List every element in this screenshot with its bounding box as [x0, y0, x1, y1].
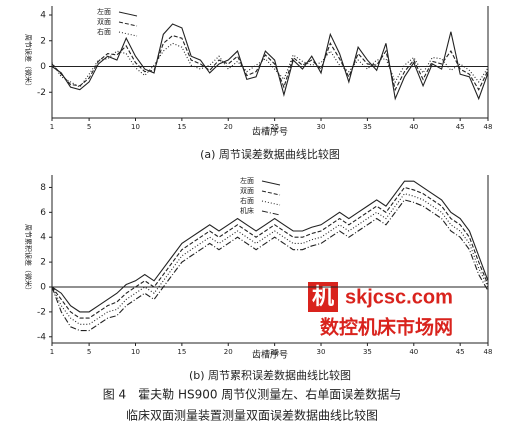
series-line: [51, 193, 489, 325]
legend-label: 双面: [240, 187, 254, 195]
x-tick-label: 20: [224, 348, 233, 356]
x-tick-label: 10: [131, 348, 140, 356]
y-tick-label: 4: [40, 11, 46, 21]
x-tick-label: 25: [270, 123, 279, 131]
y-axis-label: 周节累积误差（微米）: [24, 224, 33, 294]
y-tick-label: -2: [37, 307, 46, 317]
watermark-name: 数控机床市场网: [320, 316, 453, 339]
legend-line: [261, 180, 281, 186]
x-tick-label: 48: [484, 123, 493, 131]
legend-label: 右面: [240, 196, 254, 205]
x-tick-label: 5: [87, 348, 91, 356]
legend-label: 左面: [240, 176, 254, 185]
figure-caption: 临床双面测量装置测量双面误差数据曲线比较图: [126, 408, 378, 423]
series-line: [51, 180, 489, 313]
legend-line: [261, 210, 281, 216]
y-tick-label: 0: [40, 283, 46, 293]
x-tick-label: 15: [177, 123, 186, 131]
y-axis-label: 周节误差（微米）: [24, 34, 33, 90]
series-line: [51, 199, 489, 332]
x-tick-label: 30: [317, 123, 326, 131]
x-tick-label: 1: [50, 348, 54, 356]
legend-line: [261, 200, 281, 206]
legend-line: [118, 21, 138, 27]
legend-label: 双面: [97, 18, 111, 26]
y-tick-label: 6: [40, 208, 46, 218]
x-axis-label: 齿槽序号: [252, 349, 288, 361]
y-tick-label: 8: [40, 183, 46, 193]
x-tick-label: 1: [50, 123, 54, 131]
watermark-site: skjcsc.com: [345, 286, 453, 308]
x-tick-label: 45: [456, 348, 465, 356]
x-tick-label: 30: [317, 348, 326, 356]
y-tick-label: -2: [37, 88, 46, 98]
x-tick-label: 25: [270, 348, 279, 356]
chart-title: (b) 周节累积误差数据曲线比较图: [189, 368, 351, 382]
x-tick-label: 35: [363, 348, 372, 356]
legend-label: 机床: [240, 206, 254, 215]
legend-line: [118, 11, 138, 17]
x-tick-label: 48: [484, 348, 493, 356]
y-tick-label: -4: [37, 332, 46, 342]
x-tick-label: 40: [409, 123, 418, 131]
watermark-logo: 机: [312, 285, 334, 310]
legend-line: [261, 190, 281, 196]
y-tick-label: 2: [40, 258, 46, 268]
figure-caption: 图 4 霍夫勒 HS900 周节仪测量左、右单面误差数据与: [103, 387, 402, 402]
x-tick-label: 45: [456, 123, 465, 131]
series-line: [51, 35, 489, 92]
x-tick-label: 20: [224, 123, 233, 131]
legend-line: [118, 31, 138, 37]
series-line: [51, 23, 489, 101]
x-tick-label: 5: [87, 123, 91, 131]
series-line: [51, 186, 489, 319]
legend-label: 左面: [97, 7, 111, 16]
x-axis-label: 齿槽序号: [252, 126, 288, 138]
legend-label: 右面: [97, 27, 111, 36]
series-line: [51, 42, 489, 88]
y-tick-label: 0: [40, 62, 46, 72]
x-tick-label: 10: [131, 123, 140, 131]
x-tick-label: 40: [409, 348, 418, 356]
chart-title: (a) 周节误差数据曲线比较图: [200, 147, 340, 161]
x-tick-label: 15: [177, 348, 186, 356]
x-tick-label: 35: [363, 123, 372, 131]
y-tick-label: 4: [40, 233, 46, 243]
y-tick-label: 2: [40, 36, 46, 46]
